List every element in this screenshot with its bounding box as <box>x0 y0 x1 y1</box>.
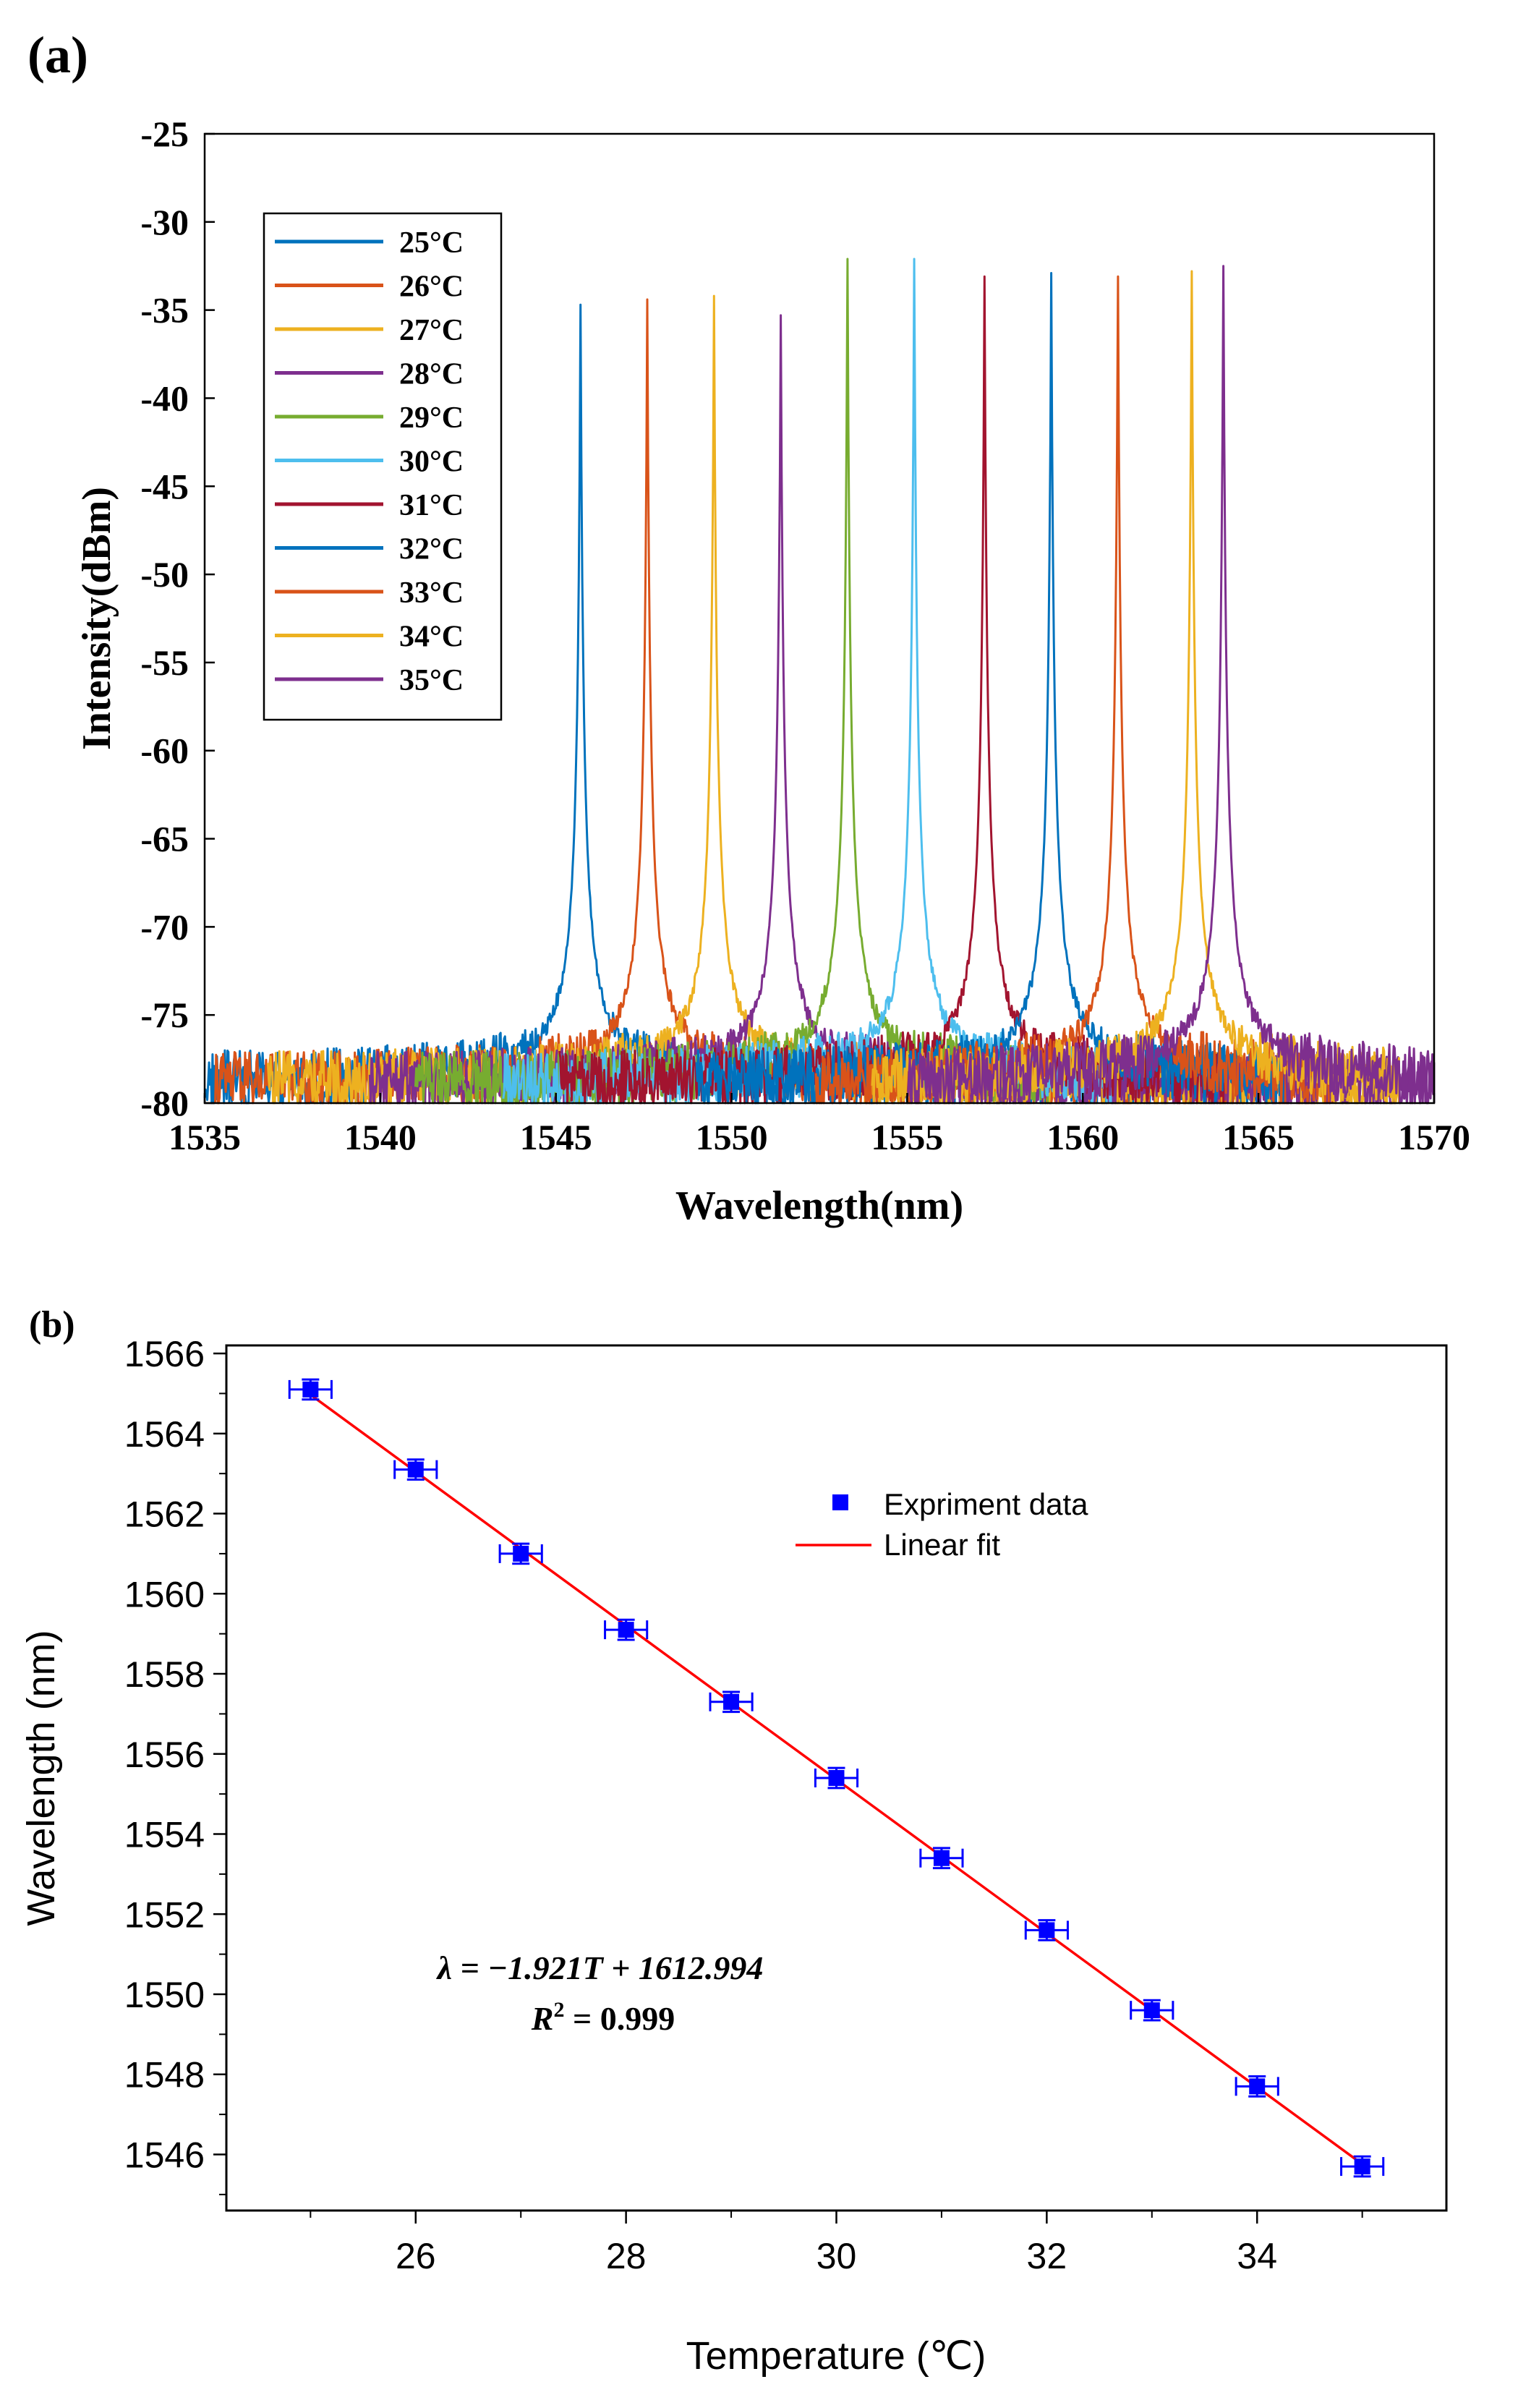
y-tick-label: 1560 <box>124 1574 205 1614</box>
legend-marker <box>832 1494 848 1510</box>
data-point <box>498 1542 543 1565</box>
panel-b: (b) 26 28 30 32 34 1546 1548 1550 1552 1554 1556 15… <box>20 1304 1448 2378</box>
data-marker <box>513 1545 529 1562</box>
r-squared-superscript: 2 <box>553 1998 564 2022</box>
r-squared-symbol: R <box>531 2000 554 2037</box>
legend-label: 30°C <box>399 446 464 479</box>
panel-b-axes: 26 28 30 32 34 1546 1548 1550 1552 1554 1556 1558 15… <box>124 1334 1363 2276</box>
spectrum-33°C <box>814 275 1330 1105</box>
spectrum-28°C <box>368 314 1436 1105</box>
data-marker <box>618 1622 634 1638</box>
legend-box <box>263 212 503 721</box>
legend-label: 34°C <box>399 621 464 654</box>
y-tick-label: 1556 <box>124 1735 205 1775</box>
x-tick-label: 1565 <box>1222 1117 1295 1157</box>
data-point <box>814 1766 859 1790</box>
y-tick-label: -40 <box>140 378 189 418</box>
x-tick-label: 1560 <box>1046 1117 1119 1157</box>
y-tick-label: -50 <box>140 554 189 595</box>
y-tick-label: -80 <box>140 1083 189 1123</box>
panel-a-plot-frame <box>203 132 1436 1105</box>
data-marker <box>1249 2078 1266 2095</box>
x-tick-label: 34 <box>1237 2236 1277 2276</box>
legend-label: 27°C <box>399 314 464 347</box>
y-tick-label: 1552 <box>124 1894 205 1935</box>
data-marker <box>933 1850 950 1866</box>
y-tick-label: -45 <box>140 466 189 506</box>
legend-label: 32°C <box>399 533 464 566</box>
x-tick-label: 1550 <box>696 1117 768 1157</box>
x-tick-label: 1540 <box>344 1117 417 1157</box>
data-point <box>709 1690 754 1714</box>
data-point <box>1024 1919 1069 1941</box>
y-tick-label: -60 <box>140 731 189 771</box>
y-tick-label: -55 <box>140 642 189 683</box>
x-tick-label: 1570 <box>1398 1117 1470 1157</box>
r-squared: R2 = 0.999 <box>531 1998 675 2037</box>
y-tick-label: 1558 <box>124 1654 205 1695</box>
panel-a-x-axis-label: Wavelength(nm) <box>675 1183 963 1228</box>
y-tick-label: 1548 <box>124 2055 205 2096</box>
panel-b-x-axis-label: Temperature (℃) <box>686 2334 986 2378</box>
y-tick-label: 1562 <box>124 1494 205 1535</box>
panel-a: (a) 1535 1540 1545 1550 1555 1560 1565 1570 -25 -… <box>27 26 1470 1228</box>
y-tick-label: -25 <box>140 114 189 154</box>
y-tick-label: 1564 <box>124 1414 205 1455</box>
spectrum-30°C <box>502 258 1112 1105</box>
panel-a-axes: 1535 1540 1545 1550 1555 1560 1565 1570 -25 -30 -3… <box>140 114 1470 1157</box>
x-tick-label: 1535 <box>169 1117 241 1157</box>
panel-b-y-axis-label: Wavelength (nm) <box>20 1630 63 1926</box>
legend-label: 31°C <box>399 489 464 522</box>
data-point <box>604 1618 649 1641</box>
x-tick-label: 30 <box>816 2236 857 2276</box>
data-marker <box>1354 2158 1370 2175</box>
legend-label-data: Expriment data <box>884 1487 1088 1521</box>
spectrum-31°C <box>558 275 1225 1105</box>
panel-b-legend: Expriment data Linear fit <box>796 1487 1088 1562</box>
data-marker <box>302 1381 319 1397</box>
x-tick-label: 1545 <box>520 1117 592 1157</box>
data-point <box>288 1378 333 1401</box>
panel-a-series <box>203 258 1436 1105</box>
y-tick-label: -65 <box>140 819 189 859</box>
legend-label: 35°C <box>399 664 464 697</box>
panel-a-legend: 25°C 26°C 27°C 28°C 29°C 30°C 31°C 32°C 33°C 34°C… <box>263 212 503 721</box>
legend-label: 26°C <box>399 271 464 304</box>
x-tick-label: 26 <box>396 2236 436 2276</box>
panel-a-label: (a) <box>27 26 88 84</box>
legend-label: 28°C <box>399 358 464 391</box>
legend-label: 33°C <box>399 577 464 610</box>
data-marker <box>1039 1922 1055 1939</box>
x-tick-label: 32 <box>1027 2236 1067 2276</box>
panel-b-label: (b) <box>29 1304 75 1345</box>
y-tick-label: 1546 <box>124 2135 205 2175</box>
data-point <box>1340 2155 1385 2178</box>
data-point <box>1130 1999 1174 2022</box>
legend-label: 25°C <box>399 226 464 260</box>
panel-a-y-axis-label: Intensity(dBm) <box>74 487 119 750</box>
x-tick-label: 1555 <box>871 1117 943 1157</box>
x-tick-label: 28 <box>606 2236 647 2276</box>
y-tick-label: -30 <box>140 202 189 242</box>
legend-label-fit: Linear fit <box>884 1528 1000 1562</box>
spectrum-35°C <box>905 265 1436 1105</box>
data-point <box>393 1458 438 1481</box>
y-tick-label: 1554 <box>124 1815 205 1855</box>
r-squared-value: = 0.999 <box>564 2000 675 2037</box>
data-marker <box>723 1693 740 1710</box>
data-marker <box>1143 2002 1160 2019</box>
y-tick-label: -75 <box>140 995 189 1035</box>
y-tick-label: -35 <box>140 290 189 331</box>
data-point <box>1235 2075 1279 2098</box>
legend-label: 29°C <box>399 401 464 435</box>
y-tick-label: 1566 <box>124 1334 205 1374</box>
data-marker <box>828 1770 845 1786</box>
panel-b-points <box>288 1378 1385 2178</box>
y-tick-label: 1550 <box>124 1975 205 2015</box>
fit-equation: λ = −1.921T + 1612.994 <box>436 1949 764 1986</box>
y-tick-label: -70 <box>140 906 189 947</box>
data-point <box>919 1847 964 1870</box>
data-marker <box>407 1461 424 1478</box>
